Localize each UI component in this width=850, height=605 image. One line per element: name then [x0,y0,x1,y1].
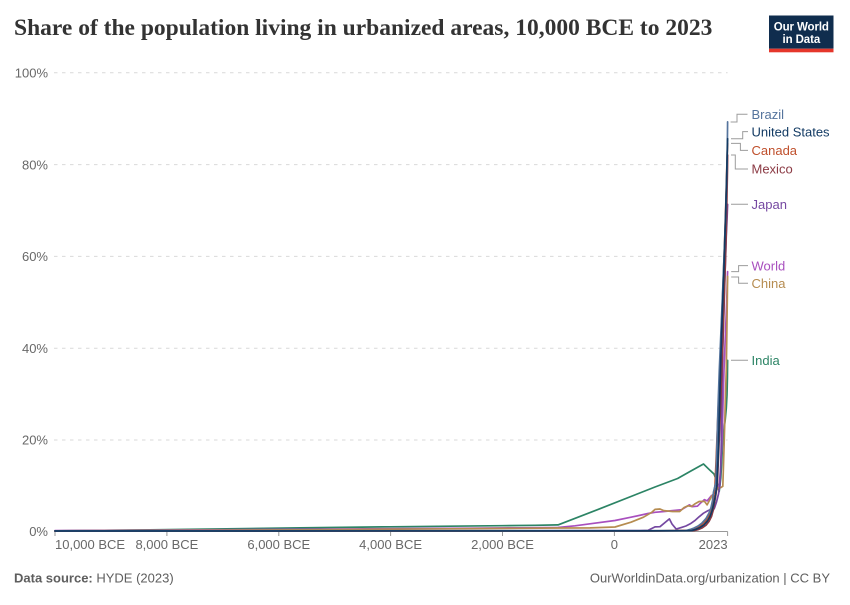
svg-text:0%: 0% [29,524,48,539]
svg-text:China: China [752,276,787,291]
svg-text:World: World [752,258,786,273]
svg-text:20%: 20% [22,433,48,448]
svg-text:India: India [752,353,781,368]
svg-text:0: 0 [611,537,618,552]
svg-text:40%: 40% [22,341,48,356]
svg-text:Our World: Our World [774,22,829,34]
svg-text:Share of the population living: Share of the population living in urbani… [14,15,712,41]
svg-text:80%: 80% [22,157,48,172]
svg-text:Japan: Japan [752,197,787,212]
svg-text:8,000 BCE: 8,000 BCE [135,537,198,552]
svg-text:100%: 100% [15,66,49,81]
svg-text:4,000 BCE: 4,000 BCE [359,537,422,552]
svg-text:2023: 2023 [699,537,728,552]
svg-text:2,000 BCE: 2,000 BCE [471,537,534,552]
svg-text:Mexico: Mexico [752,162,793,177]
svg-text:Canada: Canada [752,143,798,158]
svg-text:60%: 60% [22,249,48,264]
svg-text:in Data: in Data [782,34,820,46]
svg-text:Brazil: Brazil [752,107,785,122]
svg-text:6,000 BCE: 6,000 BCE [247,537,310,552]
svg-text:United States: United States [752,124,831,139]
svg-text:Data source: HYDE (2023): Data source: HYDE (2023) [14,571,174,586]
svg-text:OurWorldinData.org/urbanizatio: OurWorldinData.org/urbanization | CC BY [590,571,830,586]
svg-text:10,000 BCE: 10,000 BCE [55,537,125,552]
